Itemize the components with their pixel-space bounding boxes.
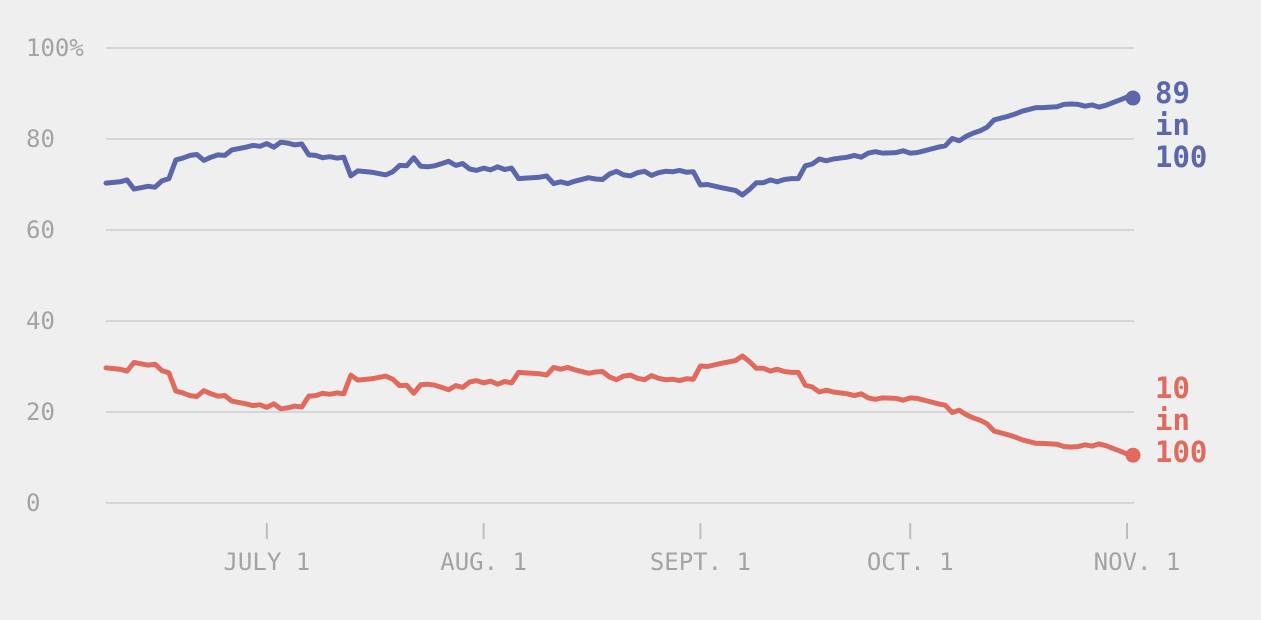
x-tick-label: SEPT. 1 (650, 548, 751, 576)
series-lines (103, 94, 1137, 458)
y-tick-label: 40 (26, 307, 55, 335)
y-tick-label: 100% (26, 34, 84, 62)
y-tick-label: 60 (26, 216, 55, 244)
x-axis: JULY 1 AUG. 1 SEPT. 1 OCT. 1 NOV. 1 (223, 523, 1180, 576)
y-axis-tick-labels: 0 20 40 60 80 100% (26, 34, 84, 517)
series-end-label: 100 (1155, 140, 1207, 174)
series-end-label: 10 (1155, 371, 1190, 405)
x-tick-label: OCT. 1 (867, 548, 954, 576)
series-line-1 (103, 94, 1137, 198)
x-tick-label: JULY 1 (223, 548, 310, 576)
series-end-marker (1125, 447, 1141, 463)
series-end-marker (1125, 90, 1141, 106)
gridlines (106, 47, 1134, 504)
series-end-label: 89 (1155, 76, 1190, 110)
y-tick-label: 80 (26, 125, 55, 153)
series-end-label: in (1155, 108, 1190, 142)
series-end-label: in (1155, 403, 1190, 437)
y-tick-label: 0 (26, 489, 40, 517)
series-line-2 (103, 353, 1137, 458)
x-tick-label: AUG. 1 (440, 548, 527, 576)
series-end-label: 100 (1155, 435, 1207, 469)
x-tick-label: NOV. 1 (1094, 548, 1181, 576)
y-tick-label: 20 (26, 398, 55, 426)
